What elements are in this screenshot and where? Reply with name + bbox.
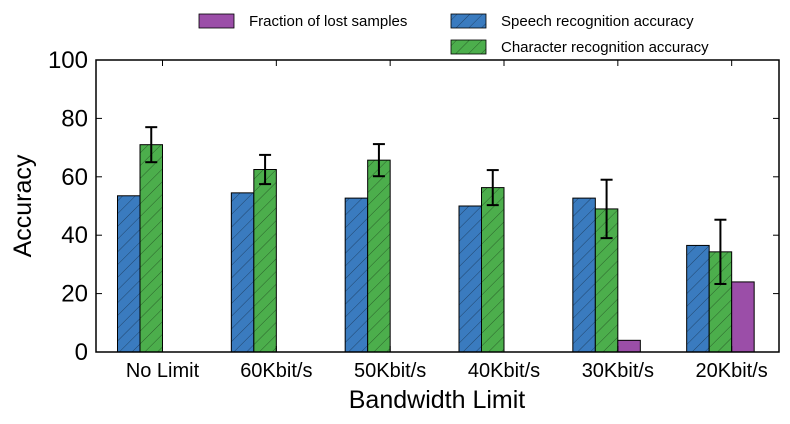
y-tick-label: 80	[61, 105, 88, 132]
bar-hatch-speech-2	[345, 198, 368, 352]
y-tick-label: 40	[61, 222, 88, 249]
bar-hatch-character-4	[595, 208, 618, 352]
bar-lost-5	[731, 281, 755, 353]
y-tick-label: 60	[61, 164, 88, 191]
x-tick-label: No Limit	[126, 360, 200, 382]
bar-hatch-speech-3	[459, 206, 482, 352]
bar-hatch-speech-5	[686, 245, 710, 352]
legend-label-character: Character recognition accuracy	[501, 39, 709, 56]
plot-frame	[95, 59, 780, 353]
y-axis-ticks: 0 20 40 60 80 100	[48, 47, 779, 366]
bar-hatch-speech-1	[231, 192, 254, 352]
bar-hatch-character-5	[709, 251, 732, 352]
x-tick-label: 20Kbit/s	[696, 360, 768, 382]
bar-hatch-speech-4	[572, 198, 596, 352]
legend-label-speech: Speech recognition accuracy	[501, 13, 694, 30]
bar-hatch-character-1	[253, 169, 277, 352]
bar-hatch-character-0	[140, 144, 163, 352]
bars-layer	[117, 126, 755, 353]
bar-hatch-character-2	[367, 160, 391, 352]
legend-label-lost: Fraction of lost samples	[249, 13, 407, 30]
x-axis-label: Bandwidth Limit	[349, 386, 526, 414]
y-axis-label: Accuracy	[9, 154, 37, 257]
legend: Fraction of lost samples Speech recognit…	[198, 13, 709, 56]
bar-lost-4	[617, 339, 641, 353]
x-tick-label: 40Kbit/s	[468, 360, 540, 382]
x-tick-label: 30Kbit/s	[582, 360, 654, 382]
x-tick-label: 60Kbit/s	[240, 360, 312, 382]
y-tick-label: 20	[61, 281, 88, 308]
bar-hatch-speech-0	[117, 195, 140, 352]
legend-swatch-lost	[198, 13, 235, 29]
x-tick-label: 50Kbit/s	[354, 360, 426, 382]
y-tick-label: 0	[75, 339, 88, 366]
bar-hatch-character-3	[481, 187, 504, 352]
x-axis-ticks: No Limit 60Kbit/s 50Kbit/s 40Kbit/s 30Kbit/s…	[126, 60, 768, 382]
y-tick-label: 100	[48, 47, 88, 74]
